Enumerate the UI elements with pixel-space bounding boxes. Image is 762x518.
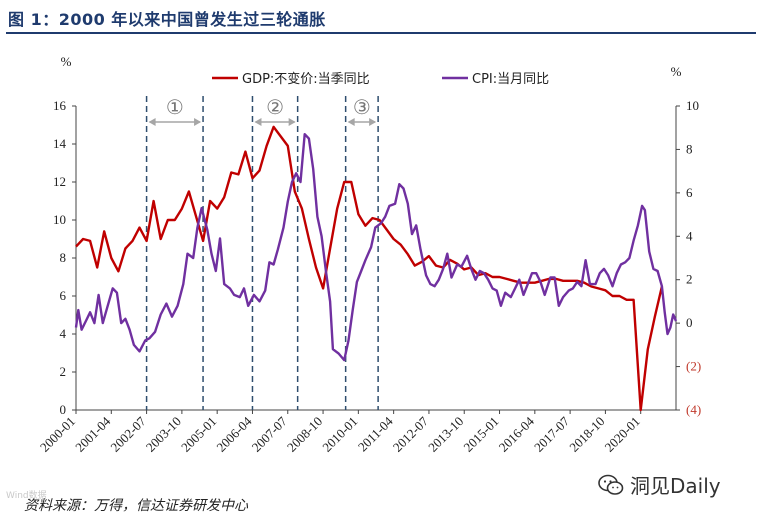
x-tick-label: 2001-04 (72, 413, 114, 455)
x-tick-label: 2016-04 (496, 413, 538, 455)
watermark-right: 洞见Daily (598, 470, 721, 499)
period-arrow-head-right (288, 118, 296, 126)
period-label: ① (166, 95, 184, 119)
x-tick-label: 2020-01 (602, 414, 643, 455)
period-arrow-head-left (254, 118, 262, 126)
left-tick-label: 4 (60, 326, 67, 341)
x-tick-label: 2007-07 (249, 413, 291, 455)
x-tick-label: 2012-07 (390, 413, 432, 455)
period-arrow-head-left (347, 118, 355, 126)
gdp-series-line (75, 125, 664, 412)
wechat-icon (598, 474, 624, 495)
left-tick-label: 2 (60, 364, 67, 379)
period-label: ③ (353, 95, 371, 119)
title-rule (6, 32, 756, 34)
left-tick-label: 10 (53, 212, 66, 227)
period-label: ② (266, 95, 284, 119)
left-tick-label: 14 (53, 136, 67, 151)
left-tick-label: 16 (53, 98, 67, 113)
x-tick-label: 2011-04 (355, 413, 396, 454)
right-tick-label: 8 (686, 141, 693, 156)
right-tick-label: 6 (686, 185, 693, 200)
x-tick-label: 2003-10 (143, 414, 184, 455)
x-tick-label: 2018-10 (566, 414, 607, 455)
period-arrow-head-right (194, 118, 202, 126)
watermark-right-text: 洞见Daily (630, 474, 721, 498)
left-tick-label: 6 (60, 288, 67, 303)
right-tick-label: (2) (686, 359, 701, 374)
right-tick-label: 4 (686, 228, 693, 243)
x-tick-label: 2015-01 (460, 414, 501, 455)
left-axis-unit: % (61, 54, 72, 69)
title-bar: 图 1：2000 年以来中国曾发生过三轮通胀 (0, 0, 762, 34)
legend-cpi-label: CPI:当月同比 (472, 72, 549, 87)
cpi-series-line (74, 133, 678, 362)
source-note: 资料来源：万得，信达证券研发中心 (24, 498, 248, 514)
x-tick-label: 2006-04 (213, 413, 255, 455)
legend-gdp-label: GDP:不变价:当季同比 (242, 71, 370, 87)
x-tick-label: 2013-10 (425, 414, 466, 455)
x-tick-label: 2010-01 (319, 414, 360, 455)
x-tick-label: 2008-10 (284, 414, 325, 455)
x-tick-label: 2017-07 (531, 413, 573, 455)
chart: 0 2 4 6 8 10 12 14 16% (4) (2) 0 2 4 6 8 10% 2000-012001-… (37, 54, 701, 455)
right-tick-label: 2 (686, 272, 693, 287)
x-tick-label: 2005-01 (178, 414, 219, 455)
x-tick-label: 2002-07 (107, 413, 149, 455)
left-tick-label: 8 (60, 250, 67, 265)
left-tick-label: 0 (60, 402, 67, 417)
period-arrow-head-left (148, 118, 156, 126)
right-tick-label: 0 (686, 315, 693, 330)
figure-title: 图 1：2000 年以来中国曾发生过三轮通胀 (8, 10, 326, 29)
period-arrow-head-right (369, 118, 377, 126)
watermark-left: Wind数据 (6, 491, 47, 501)
right-tick-label: 10 (686, 98, 699, 113)
right-tick-label: (4) (686, 402, 701, 417)
x-tick-label: 2000-01 (37, 414, 78, 455)
left-tick-label: 12 (53, 174, 66, 189)
right-axis-unit: % (671, 64, 682, 79)
